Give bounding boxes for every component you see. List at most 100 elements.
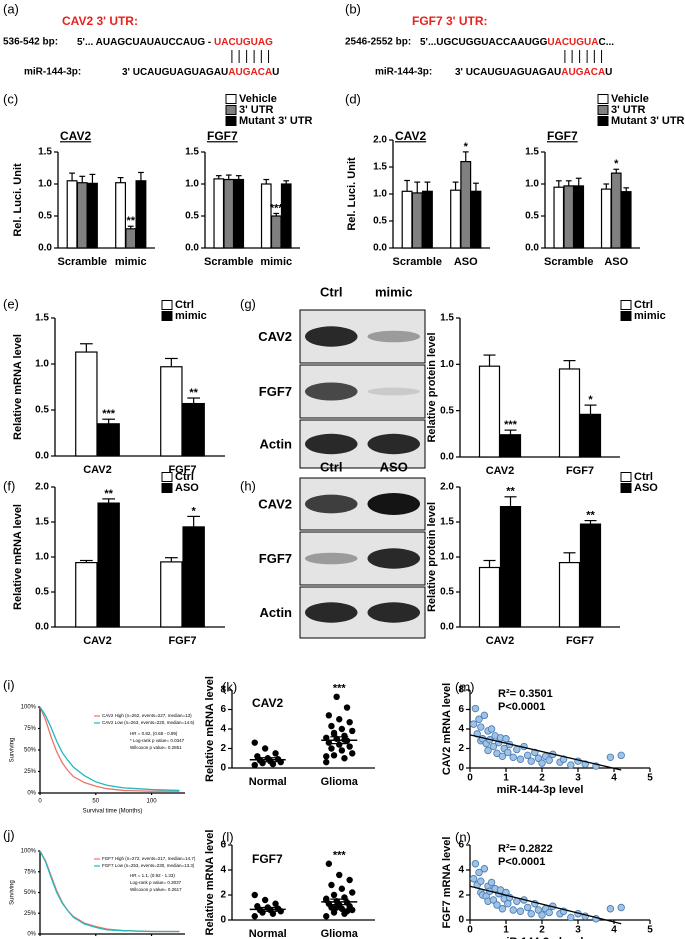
bar (182, 402, 205, 457)
bar (135, 180, 147, 249)
significance: *** (504, 419, 518, 431)
bar (450, 189, 462, 249)
data-point (545, 908, 553, 917)
y-tick-label: 0.5 (440, 405, 454, 416)
y-tick-label: 1.5 (185, 147, 199, 158)
x-tick-label: 1 (503, 773, 509, 784)
x-tick-label: 0 (38, 799, 42, 805)
x-tick-label: Glioma (321, 776, 359, 788)
x-tick-label: 2 (539, 925, 545, 936)
survival-curve (39, 706, 180, 792)
mirna-segment: 3' UCAUGUAGUAGAU (455, 67, 561, 78)
bar (553, 186, 565, 249)
y-axis-title: Relative mRNA level (12, 504, 24, 610)
data-point (484, 746, 492, 755)
annotation: HR = 1.1, (0.92 - 1.33) (130, 873, 175, 878)
y-tick-label: 0 (220, 915, 226, 926)
y-tick-label: 8 (458, 685, 464, 696)
chart-title: FGF7 (252, 852, 283, 866)
y-tick-label: 100% (21, 849, 37, 855)
significance: *** (270, 202, 284, 214)
bar (563, 185, 575, 249)
y-tick-label: 0.5 (35, 405, 49, 416)
legend-label: Mutant 3' UTR (611, 115, 685, 127)
row-label: FGF7 (259, 551, 292, 566)
legend-label: 3' UTR (611, 104, 645, 116)
target-label: 536-542 bp: (3, 37, 58, 48)
y-tick-label: 75% (24, 869, 37, 875)
bar (75, 561, 98, 628)
y-tick-label: 0.0 (185, 243, 199, 254)
panel-label: (b) (345, 1, 361, 16)
legend-swatch (620, 300, 632, 310)
panel-label: (c) (3, 91, 18, 106)
data-point (251, 761, 258, 769)
y-tick-label: 0 (458, 763, 464, 774)
data-point (617, 903, 625, 912)
y-tick-label: 0 (220, 763, 226, 774)
legend-label: CAV2 Low (n=263, events=220, median=14.5… (102, 720, 195, 725)
y-axis-title: Relative mRNA level (204, 830, 216, 936)
y-tick-label: 1.5 (440, 313, 454, 324)
lane-label: Ctrl (320, 284, 342, 299)
annotation: P<0.0001 (498, 701, 545, 713)
x-tick-label: ASO (604, 256, 628, 268)
y-axis-title: CAV2 mRNA level (441, 683, 453, 775)
y-tick-label: 0.0 (440, 622, 454, 633)
x-tick-label: 2 (539, 773, 545, 784)
row-label: CAV2 (258, 329, 292, 344)
annotation: Wilcoxon p value= 0.2851 (130, 745, 182, 750)
legend-label: FGF7 Low (n=253, events=230, median=13.3… (102, 863, 195, 868)
bar (499, 434, 522, 458)
data-point (251, 739, 258, 746)
fit-line (469, 885, 622, 925)
data-point (341, 894, 348, 901)
significance: ** (189, 387, 198, 399)
data-point (338, 725, 346, 733)
bar (478, 365, 501, 458)
y-tick-label: 4 (458, 865, 464, 876)
y-tick-label: 0.5 (35, 587, 49, 598)
chart-title: FGF7 (207, 129, 238, 143)
data-point (346, 743, 353, 750)
legend-swatch (225, 94, 237, 104)
blot-band (367, 387, 420, 396)
y-tick-label: 6 (458, 704, 464, 715)
significance: * (192, 505, 197, 517)
annotation: * Log-rank p value= 0.0347 (130, 738, 185, 743)
chart-title: FGF7 (547, 129, 578, 143)
target-label: 2546-2552 bp: (345, 37, 411, 48)
data-point (538, 911, 546, 919)
y-tick-label: 4 (458, 724, 464, 735)
x-tick-label: 5 (647, 773, 653, 784)
panel-label: (d) (345, 91, 361, 106)
blot-band (305, 494, 358, 514)
legend-swatch (161, 483, 173, 493)
bar (558, 561, 581, 628)
y-tick-label: 0% (27, 791, 36, 797)
data-point (527, 910, 535, 918)
bar (76, 182, 88, 249)
target-segment: 5'... AUAGCUAUAUCCAUG - (77, 37, 214, 48)
data-point (469, 875, 478, 883)
legend-label: mimic (175, 310, 207, 322)
blot-band (305, 602, 358, 623)
data-point (513, 745, 521, 754)
x-axis-title: miR-144-3p level (497, 936, 584, 939)
mirna-sequence: 3' UCAUGUAGUAGAUAUGACAU (122, 67, 279, 78)
data-point (330, 752, 338, 759)
data-point (330, 729, 338, 737)
data-point (323, 753, 330, 760)
y-tick-label: 2 (220, 743, 226, 754)
target-segment: UACUGUA (547, 37, 598, 48)
x-tick-label: ASO (454, 256, 478, 268)
y-tick-label: 8 (220, 685, 226, 696)
y-tick-label: 1.0 (38, 179, 52, 190)
annotation: Log-rank p value= 0.3037 (130, 880, 182, 885)
significance: *** (102, 408, 116, 420)
y-tick-label: 1.0 (35, 552, 49, 563)
bar (600, 188, 612, 249)
data-point (261, 745, 269, 752)
bar (280, 183, 292, 249)
data-point (504, 900, 512, 908)
